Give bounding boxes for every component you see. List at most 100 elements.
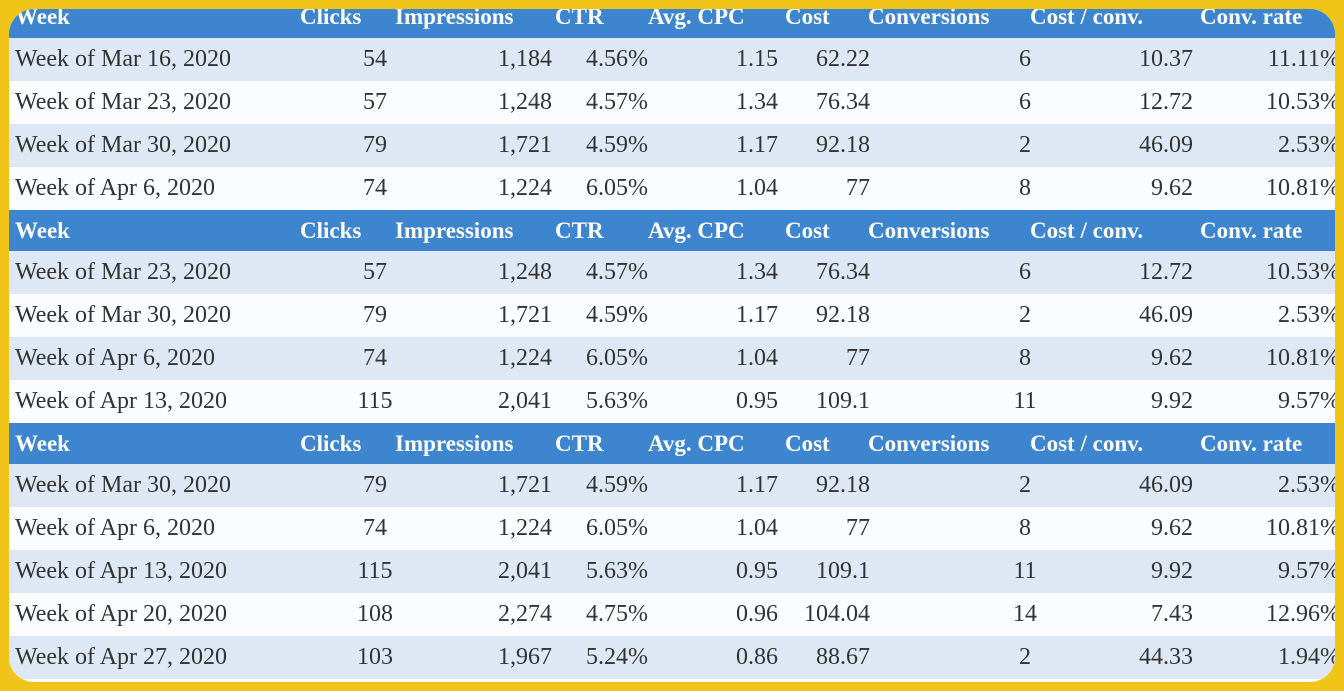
table-cell: 10.81% (1266, 515, 1335, 541)
table-cell: 6 (1019, 89, 1031, 115)
header-cell: Week (15, 9, 70, 29)
table-cell: 2.53% (1278, 302, 1335, 328)
table-cell: 4.56% (586, 46, 648, 72)
table-cell: 1,224 (498, 175, 552, 201)
header-cell: Week (15, 430, 70, 456)
table-cell: 1,224 (498, 345, 552, 371)
header-row: Week Clicks Impressions CTR Avg. CPC Cost Conv… (9, 423, 1335, 464)
table-cell: 11 (1013, 558, 1037, 584)
table-cell: 6.05% (586, 175, 648, 201)
table-cell: 0.95 (736, 558, 778, 584)
table-cell: Week of Mar 30, 2020 (15, 302, 232, 328)
table-cell: 9.92 (1151, 558, 1193, 584)
table-cell: Week of Mar 30, 2020 (15, 132, 232, 158)
table-cell: 2 (1019, 644, 1031, 670)
table-cell: 2.53% (1278, 472, 1335, 498)
table-cell: Week of Apr 13, 2020 (15, 558, 228, 584)
table-cell: 1.17 (736, 132, 778, 158)
table-cell: 1.34 (736, 89, 778, 115)
table-cell: 1.17 (736, 472, 778, 498)
header-cell: Clicks (300, 217, 362, 243)
table-cell: Week of Mar 16, 2020 (15, 46, 232, 72)
table-cell: 115 (357, 388, 393, 414)
table-cell: 57 (363, 259, 387, 285)
table-row: Week of Apr 13, 2020 115 2,041 5.63% 0.95 109… (9, 380, 1335, 423)
header-cell: Clicks (300, 9, 362, 29)
table-cell: 54 (363, 46, 387, 72)
table-cell: 1,967 (498, 644, 552, 670)
header-cell: Avg. CPC (648, 430, 745, 456)
table-cell: 10.81% (1266, 345, 1335, 371)
table-row: Week of Apr 13, 2020 115 2,041 5.63% 0.95 109… (9, 550, 1335, 593)
table-cell: 79 (363, 302, 387, 328)
table-row: Week of Apr 6, 2020 74 1,224 6.05% 1.04 77 8 9.… (9, 337, 1335, 380)
table-cell: 77 (846, 345, 870, 371)
table-cell: Week of Mar 30, 2020 (15, 472, 232, 498)
table-cell: 1.94% (1278, 644, 1335, 670)
table-cell: 0.86 (736, 644, 778, 670)
table-cell: 12.96% (1266, 601, 1335, 627)
table-cell: 1.17 (736, 302, 778, 328)
table-cell: 14 (1013, 601, 1037, 627)
header-cell: Impressions (395, 430, 514, 456)
table-cell: 92.18 (816, 302, 870, 328)
table-row: Week of Apr 27, 2020 103 1,967 5.24% 0.86 88.… (9, 636, 1335, 679)
table-cell: 0.96 (736, 601, 778, 627)
header-cell: Conversions (868, 430, 990, 456)
header-cell: Impressions (395, 9, 514, 29)
table-cell: 4.57% (586, 259, 648, 285)
table-cell: 92.18 (816, 132, 870, 158)
header-cell: Avg. CPC (648, 217, 745, 243)
table-cell: 11.11% (1267, 46, 1335, 72)
table-cell: 11 (1013, 388, 1037, 414)
table-cell: 8 (1019, 345, 1031, 371)
tables: Week Clicks Impressions CTR Avg. CPC Cost Conv… (9, 9, 1335, 682)
header-cell: CTR (555, 217, 604, 243)
table-cell: Week of Apr 13, 2020 (15, 388, 228, 414)
table-cell: 108 (357, 601, 393, 627)
table-cell: 6.05% (586, 345, 648, 371)
table-cell: 46.09 (1139, 132, 1193, 158)
header-cell: Cost / conv. (1030, 217, 1144, 243)
table-row: Week of Apr 6, 2020 74 1,224 6.05% 1.04 77 8 9.… (9, 167, 1335, 210)
table-cell: 2,274 (498, 601, 552, 627)
table-cell: 9.62 (1151, 175, 1193, 201)
table-cell: 10.53% (1266, 89, 1335, 115)
table-cell: 44.33 (1139, 644, 1193, 670)
table-cell: 57 (363, 89, 387, 115)
header-cell: CTR (555, 430, 604, 456)
table-row: Week of Apr 6, 2020 74 1,224 6.05% 1.04 77 8 9.… (9, 507, 1335, 550)
header-row: Week Clicks Impressions CTR Avg. CPC Cost Conv… (9, 9, 1335, 38)
table-row: Week of Mar 23, 2020 57 1,248 4.57% 1.34 76.3… (9, 81, 1335, 124)
table-cell: 0.95 (736, 388, 778, 414)
table-cell: 4.59% (586, 302, 648, 328)
table-cell: 1.34 (736, 259, 778, 285)
table-cell: 4.59% (586, 132, 648, 158)
header-cell: Cost (785, 9, 830, 29)
header-cell: Conversions (868, 9, 990, 29)
table-cell: Week of Apr 6, 2020 (15, 515, 216, 541)
table-cell: 1,721 (498, 302, 552, 328)
table-cell: 9.57% (1278, 388, 1335, 414)
table-cell: 2.53% (1278, 132, 1335, 158)
table-cell: 2 (1019, 302, 1031, 328)
table-cell: 10.81% (1266, 175, 1335, 201)
table-cell: 46.09 (1139, 472, 1193, 498)
table-cell: 104.04 (804, 601, 870, 627)
table-cell: 8 (1019, 175, 1031, 201)
table-cell: 103 (357, 644, 393, 670)
table-cell: Week of Mar 23, 2020 (15, 259, 232, 285)
table-cell: 9.62 (1151, 345, 1193, 371)
header-cell: Avg. CPC (648, 9, 745, 29)
header-row: Week Clicks Impressions CTR Avg. CPC Cost Conv… (9, 210, 1335, 251)
table-row: Week of Apr 20, 2020 108 2,274 4.75% 0.96 104… (9, 593, 1335, 636)
header-cell: Cost (785, 217, 830, 243)
table-cell: 4.59% (586, 472, 648, 498)
header-cell: Clicks (300, 430, 362, 456)
table-cell: 92.18 (816, 472, 870, 498)
table-cell: 76.34 (816, 259, 870, 285)
table-cell: 88.67 (816, 644, 870, 670)
table-cell: 7.43 (1151, 601, 1193, 627)
